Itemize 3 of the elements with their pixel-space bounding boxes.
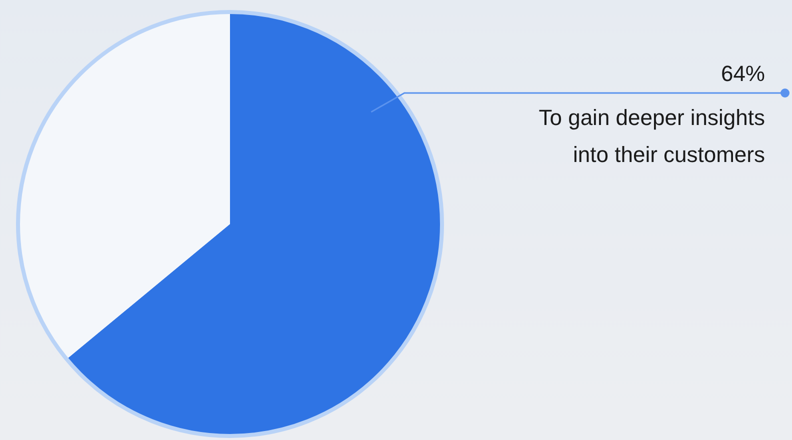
data-label: 64% bbox=[720, 61, 765, 86]
slice-label: To gain deeper insights into their customers bbox=[538, 105, 765, 167]
pie-slice bbox=[18, 12, 230, 360]
